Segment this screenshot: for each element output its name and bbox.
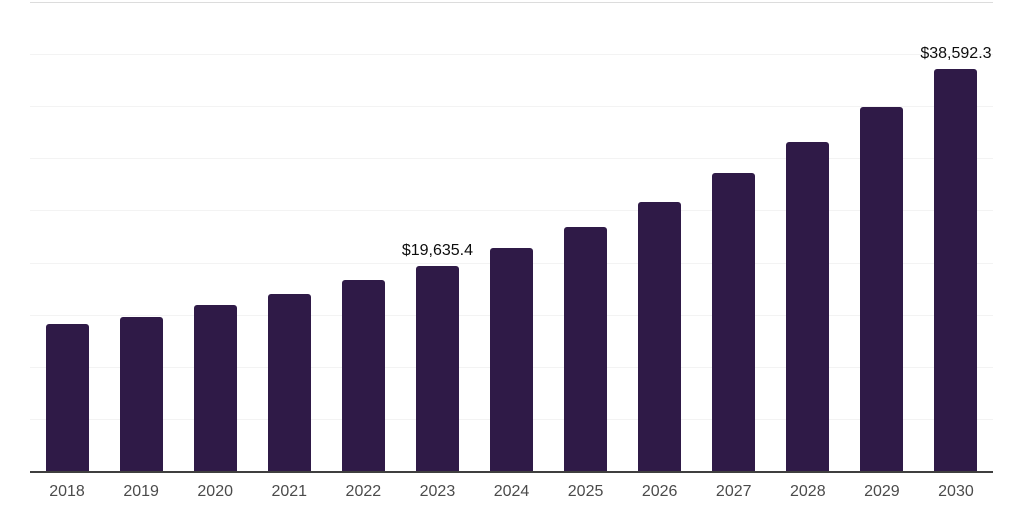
- bar-2023: [415, 266, 459, 471]
- value-label-2023: $19,635.4: [401, 242, 474, 260]
- gridline: [30, 210, 993, 211]
- x-tick-label-2029: 2029: [864, 483, 900, 500]
- bar-2020: [193, 305, 237, 471]
- bar-2030: [934, 68, 978, 471]
- bar-2022: [341, 280, 385, 471]
- gridline: [30, 158, 993, 159]
- gridline: [30, 54, 993, 55]
- x-axis: 2018 2019 2020 2021 2022 2023 2024 2025 2026 2027…: [30, 473, 993, 512]
- plot-area: $19,635.4 $38,592.3: [30, 2, 993, 473]
- x-tick-label-2024: 2024: [493, 483, 530, 500]
- bar-2028: [786, 141, 830, 471]
- bar-2025: [564, 227, 608, 471]
- bar-2021: [267, 293, 311, 471]
- value-label-2030: $38,592.3: [920, 44, 992, 62]
- bar-2027: [712, 172, 756, 471]
- gridline: [30, 106, 993, 107]
- bar-2029: [860, 107, 904, 471]
- x-tick-label-2019: 2019: [123, 483, 159, 500]
- x-tick-label-2022: 2022: [345, 483, 382, 500]
- x-tick-label-2020: 2020: [197, 483, 233, 500]
- x-tick-label-2021: 2021: [271, 483, 308, 500]
- x-tick-label-2027: 2027: [715, 483, 752, 500]
- x-tick-label-2023: 2023: [419, 483, 456, 500]
- bar-2019: [119, 316, 163, 471]
- x-tick-label-2018: 2018: [49, 483, 85, 500]
- bar-2018: [45, 324, 89, 471]
- bar-2026: [638, 202, 682, 471]
- x-tick-label-2025: 2025: [567, 483, 604, 500]
- x-tick-label-2026: 2026: [641, 483, 678, 500]
- x-tick-label-2030: 2030: [938, 483, 974, 500]
- plot-top-border-line: [30, 2, 993, 3]
- x-tick-label-2028: 2028: [790, 483, 826, 500]
- bar-2024: [490, 247, 533, 471]
